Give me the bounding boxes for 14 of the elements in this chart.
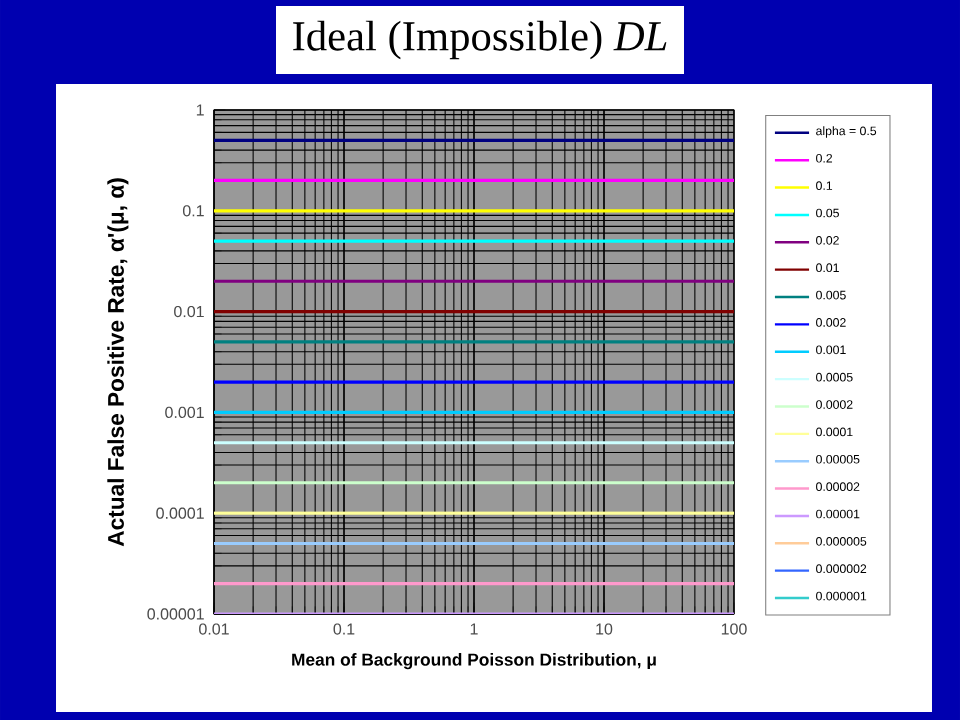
x-tick-label: 0.1 (333, 623, 355, 635)
y-tick-label: 1 (196, 104, 204, 116)
y-tick-label: 0.01 (174, 305, 204, 318)
y-tick-label: 0.00001 (147, 608, 204, 620)
x-tick-label: 1 (470, 623, 478, 635)
x-tick-label: 100 (721, 623, 747, 635)
x-axis-title: Mean of Background Poisson Distribution, μ (292, 653, 656, 670)
y-axis-title: Actual False Positive Rate, α'(μ, α) (107, 178, 129, 547)
y-tick-label: 0.0001 (156, 507, 204, 519)
y-tick-label: 0.1 (182, 205, 204, 217)
chart-title: Ideal (Impossible) DL (293, 20, 667, 60)
x-tick-label: 0.01 (199, 623, 229, 635)
x-tick-label: 10 (596, 623, 613, 635)
y-tick-label: 0.001 (165, 406, 204, 419)
